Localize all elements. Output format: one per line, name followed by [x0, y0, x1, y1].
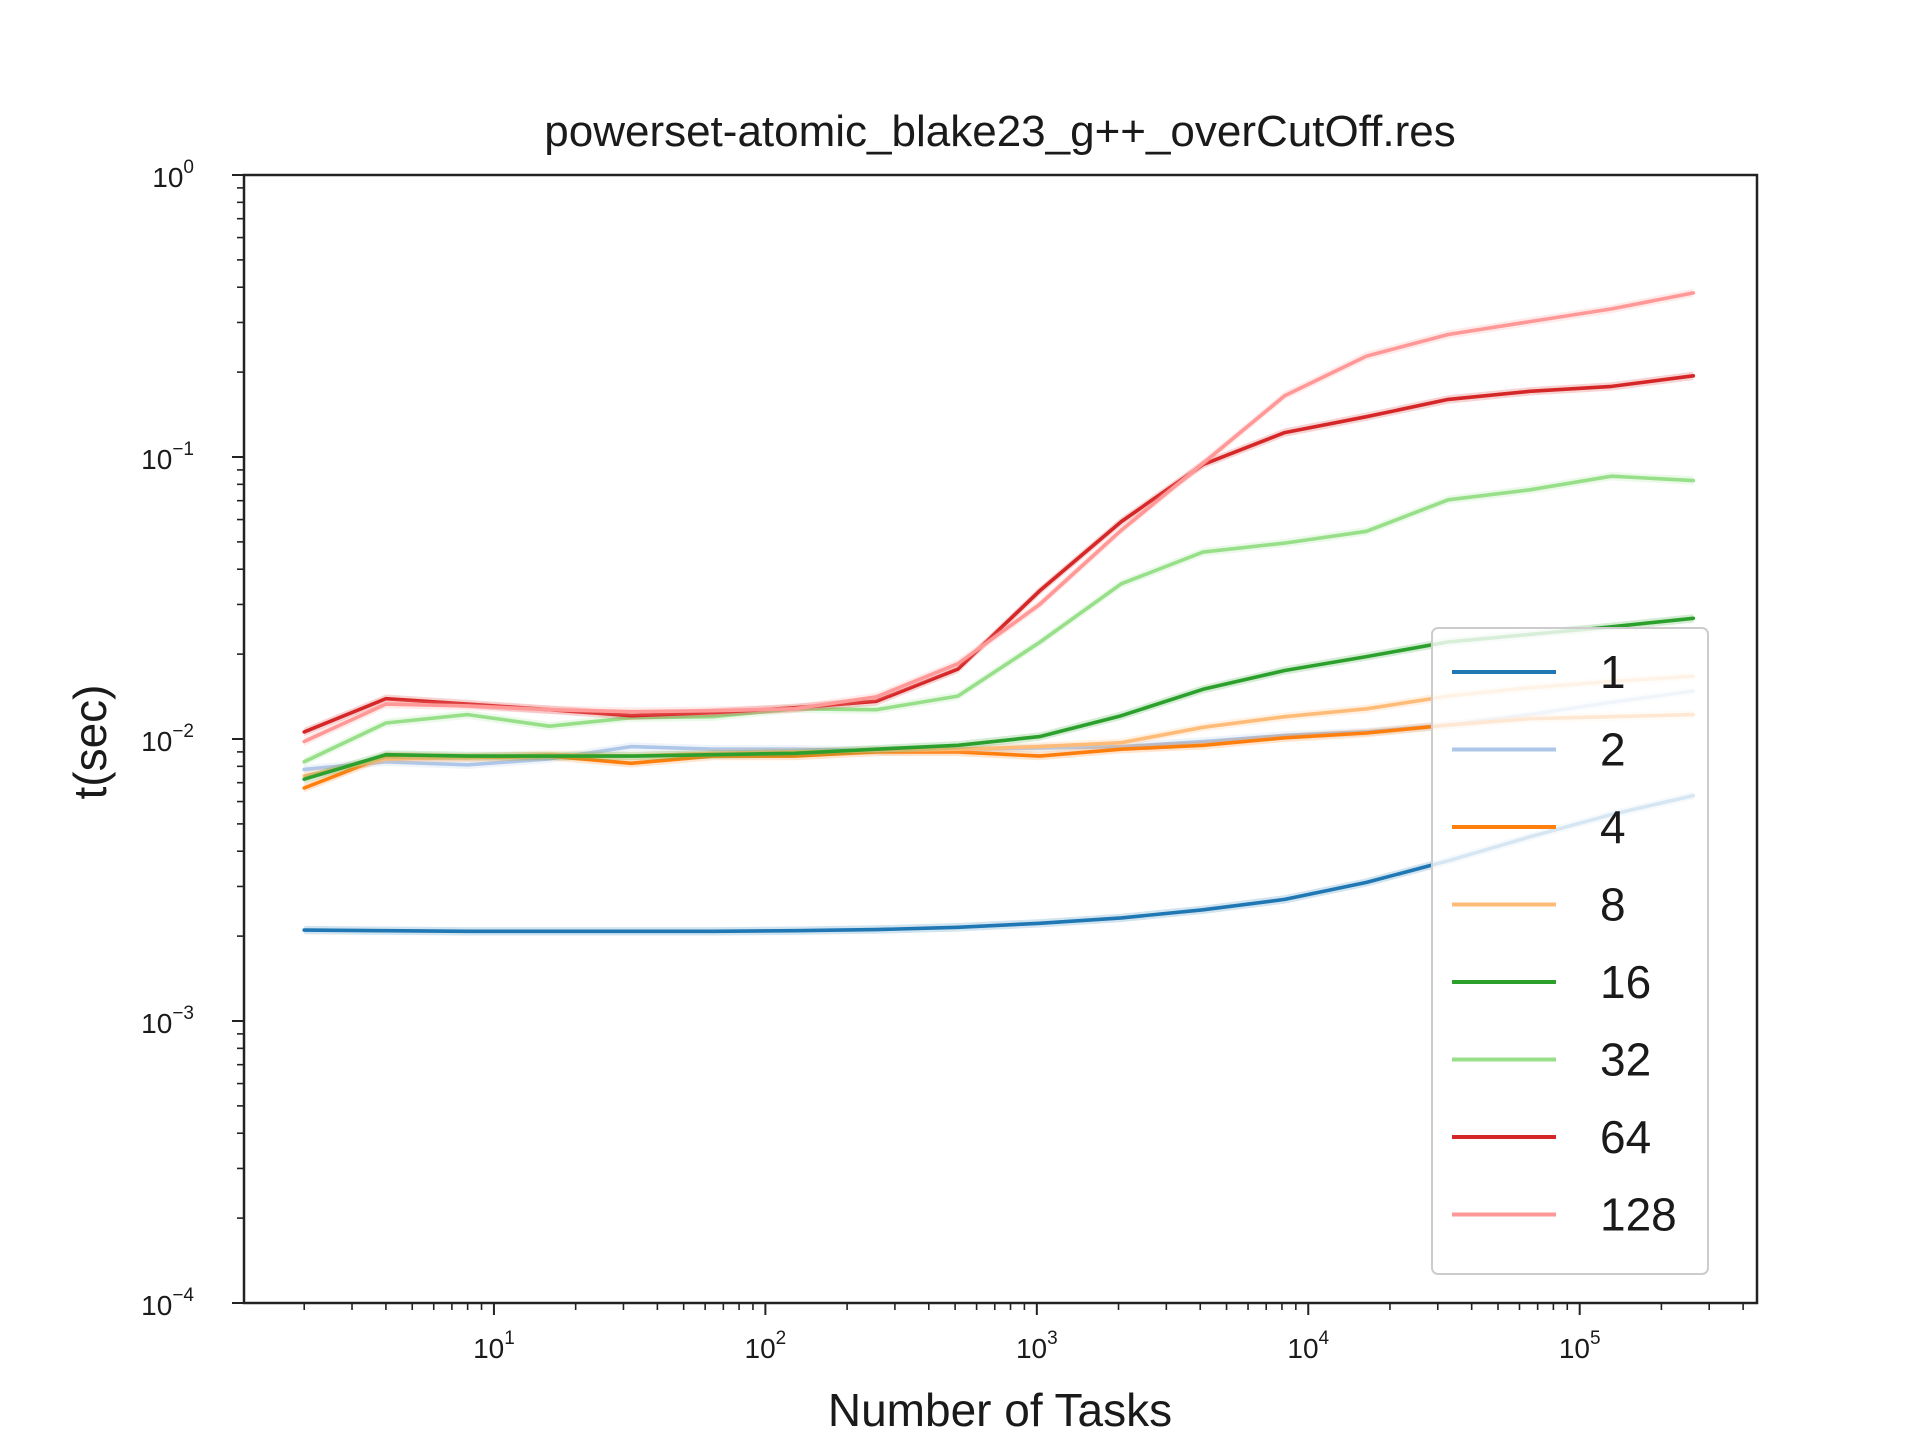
legend-label-16: 16	[1600, 956, 1651, 1008]
y-tick-base: 10	[152, 162, 183, 193]
y-tick-exponent: −1	[172, 439, 194, 460]
y-tick-base: 10	[141, 726, 172, 757]
legend-box	[1431, 627, 1709, 1275]
x-tick-exponent: 5	[1590, 1328, 1601, 1349]
plot-frame	[242, 173, 1759, 1305]
legend: 1 2 4 8 16 32 64 128	[1431, 627, 1709, 1275]
x-tick-exponent: 4	[1319, 1328, 1330, 1349]
series-line-128	[302, 291, 1696, 744]
series-32	[302, 472, 1696, 766]
legend-label-8: 8	[1600, 879, 1626, 931]
series-band-16	[304, 614, 1694, 784]
x-tick-exponent: 3	[1047, 1328, 1058, 1349]
y-tick-base: 10	[141, 1290, 172, 1321]
series-band-4	[304, 710, 1694, 793]
y-tick-exponent: 0	[183, 157, 194, 178]
x-axis-label: Number of Tasks	[828, 1384, 1172, 1436]
series-line-32	[302, 474, 1696, 764]
legend-label-1: 1	[1600, 646, 1626, 698]
y-tick-base: 10	[141, 444, 172, 475]
x-tick-base: 10	[1559, 1333, 1590, 1364]
x-tick-base: 10	[473, 1333, 504, 1364]
x-tick-base: 10	[1016, 1333, 1047, 1364]
x-tick-label: 104	[1287, 1328, 1329, 1364]
legend-label-64: 64	[1600, 1111, 1651, 1163]
series-band-64	[304, 371, 1694, 737]
legend-label-32: 32	[1600, 1034, 1651, 1086]
legend-label-4: 4	[1600, 801, 1626, 853]
x-tick-label: 101	[473, 1328, 515, 1364]
y-tick-exponent: −3	[172, 1003, 194, 1024]
x-tick-label: 105	[1559, 1328, 1601, 1364]
x-tick-base: 10	[1287, 1333, 1318, 1364]
series-128	[302, 288, 1696, 746]
x-tick-label: 102	[745, 1328, 787, 1364]
legend-label-2: 2	[1600, 724, 1626, 776]
y-tick-label: 10−4	[141, 1285, 194, 1321]
y-tick-base: 10	[141, 1008, 172, 1039]
x-tick-exponent: 1	[504, 1328, 515, 1349]
x-tick-base: 10	[745, 1333, 776, 1364]
y-tick-label: 10−2	[141, 721, 194, 757]
x-tick-exponent: 2	[776, 1328, 787, 1349]
y-tick-exponent: −4	[172, 1285, 194, 1306]
y-tick-exponent: −2	[172, 721, 194, 742]
series-band-8	[304, 672, 1694, 781]
x-tick-label: 103	[1016, 1328, 1058, 1364]
legend-label-128: 128	[1600, 1189, 1677, 1241]
y-tick-label: 10−1	[141, 439, 194, 475]
y-tick-label: 10−3	[141, 1003, 194, 1039]
y-axis-label: t(sec)	[64, 685, 116, 800]
y-tick-label: 100	[152, 157, 194, 193]
chart-title: powerset-atomic_blake23_g++_overCutOff.r…	[544, 107, 1455, 156]
